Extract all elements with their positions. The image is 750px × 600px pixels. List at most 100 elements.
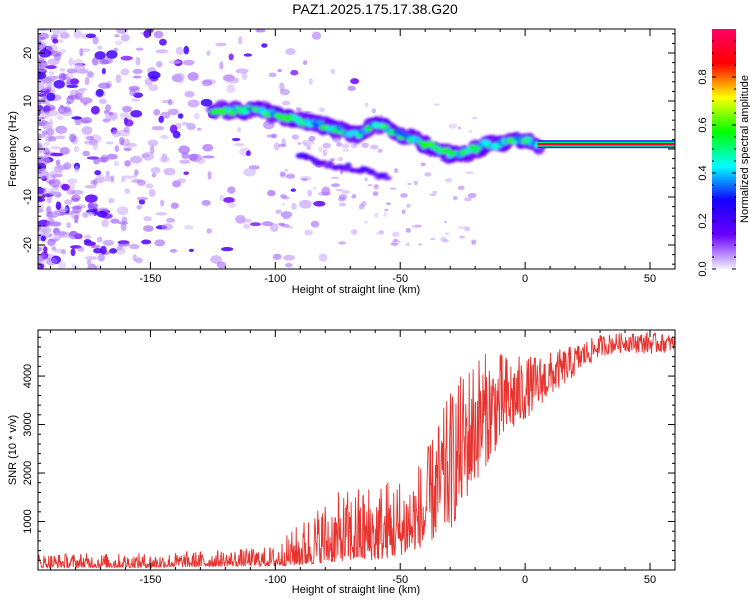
noise-blob (413, 180, 418, 186)
noise-blob (202, 155, 215, 159)
noise-blob (101, 57, 113, 65)
noise-blob (57, 261, 67, 269)
noise-blob (188, 153, 198, 161)
noise-blob (136, 196, 149, 201)
snr-series-line (38, 331, 675, 569)
noise-blob (38, 33, 43, 38)
spectrogram-y-tick-label: -20 (22, 237, 34, 253)
noise-blob (219, 61, 224, 70)
noise-blob (405, 227, 411, 233)
noise-blob (38, 116, 45, 120)
branch-blob (382, 176, 392, 181)
noise-blob (79, 97, 93, 104)
noise-blob (384, 208, 389, 212)
snr-y-tick-label: 4000 (22, 364, 34, 388)
noise-blob (207, 171, 212, 180)
noise-blob (38, 197, 43, 202)
noise-blob (116, 29, 128, 34)
colorbar-tick-label: 0.8 (697, 69, 709, 84)
noise-blob (120, 55, 133, 61)
noise-blob (151, 173, 157, 178)
noise-blob (150, 166, 161, 174)
noise-blob (91, 57, 99, 66)
noise-blob (184, 225, 194, 230)
noise-blob (97, 253, 105, 262)
noise-blob (130, 155, 143, 164)
noise-blob (94, 170, 102, 176)
snr-y-tick-label: 2000 (22, 461, 34, 485)
spectrogram-noise-blobs (38, 29, 478, 269)
noise-blob (464, 197, 473, 202)
noise-blob (277, 143, 287, 148)
noise-blob (105, 173, 111, 182)
noise-blob (49, 170, 63, 178)
noise-blob (67, 178, 78, 184)
noise-blob (295, 107, 302, 112)
noise-blob (227, 77, 239, 84)
noise-blob (413, 224, 422, 228)
noise-blob (261, 221, 273, 227)
noise-blob (68, 182, 76, 190)
noise-blob (85, 256, 98, 261)
noise-blob (148, 84, 159, 92)
noise-blob (392, 231, 400, 237)
noise-blob (226, 84, 236, 93)
noise-blob (150, 145, 155, 154)
noise-blob (59, 147, 70, 155)
noise-blob (411, 224, 416, 228)
noise-blob (95, 177, 107, 183)
noise-blob (290, 188, 297, 192)
noise-blob (66, 77, 72, 86)
noise-blob (123, 147, 132, 152)
noise-blob (124, 160, 132, 167)
noise-blob (310, 220, 320, 228)
noise-blob (49, 51, 63, 57)
noise-blob (206, 228, 212, 234)
noise-blob (47, 188, 60, 196)
noise-blob (113, 160, 120, 167)
noise-blob (81, 126, 93, 135)
noise-blob (187, 99, 200, 108)
noise-blob (159, 38, 167, 46)
noise-blob (90, 180, 97, 185)
noise-blob (445, 232, 450, 235)
noise-blob (114, 33, 120, 38)
noise-blob (206, 50, 211, 56)
noise-blob (91, 244, 101, 249)
noise-blob (255, 29, 266, 33)
noise-blob (243, 167, 257, 177)
noise-blob (102, 239, 114, 246)
noise-blob (364, 220, 369, 224)
noise-blob (464, 226, 471, 232)
noise-blob (132, 75, 142, 79)
noise-blob (40, 235, 46, 242)
snr-y-tick-label: 1000 (22, 509, 34, 533)
noise-blob (457, 226, 466, 230)
noise-blob (69, 78, 80, 85)
noise-blob (50, 152, 64, 157)
noise-blob (43, 246, 48, 254)
noise-blob (364, 102, 369, 108)
noise-blob (457, 126, 461, 130)
noise-blob (155, 49, 169, 54)
spectrogram-signal-ridge (207, 100, 546, 164)
noise-blob (154, 239, 166, 247)
noise-blob (119, 137, 125, 146)
spectrogram-x-tick-label: 0 (522, 273, 528, 285)
noise-blob (141, 153, 150, 158)
noise-blob (200, 98, 213, 107)
noise-blob (93, 158, 100, 165)
noise-blob (267, 189, 276, 197)
noise-blob (330, 157, 335, 162)
noise-blob (94, 51, 106, 60)
noise-blob (141, 239, 152, 245)
noise-blob (64, 199, 73, 205)
noise-blob (38, 243, 45, 248)
noise-blob (281, 196, 290, 200)
noise-blob (176, 77, 184, 84)
noise-blob (127, 115, 133, 120)
noise-blob (96, 236, 103, 243)
noise-blob (131, 178, 143, 184)
noise-blob (337, 197, 346, 202)
noise-blob (452, 195, 458, 201)
